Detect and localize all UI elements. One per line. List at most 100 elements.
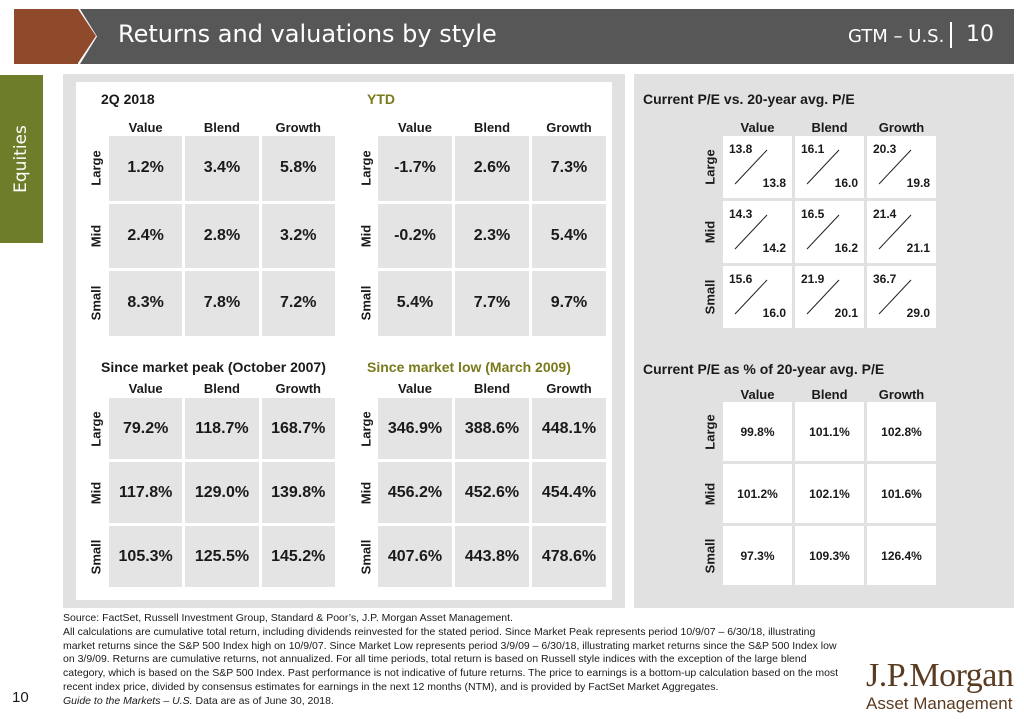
col-header-blend: Blend <box>203 120 240 135</box>
pe-average-value: 20.1 <box>834 306 858 320</box>
return-cell-peak-small-growth: 145.2% <box>261 526 335 587</box>
pe-pct-cell-small-value: 97.3% <box>723 526 792 585</box>
return-cell-low-mid-value: 456.2% <box>378 462 452 523</box>
row-header-mid: Mid <box>358 481 374 504</box>
pe-cell-large-growth: 20.3 19.8 <box>867 136 936 198</box>
col-header-blend: Blend <box>203 381 240 396</box>
pe-diagonal-stroke <box>734 149 768 185</box>
pe-cell-small-growth: 36.7 29.0 <box>867 266 936 328</box>
pe-cell-mid-value: 14.3 14.2 <box>723 201 792 263</box>
source-notes: Source: FactSet, Russell Investment Grou… <box>63 612 843 709</box>
pe-pct-row-header-small: Small <box>702 538 718 573</box>
return-cell-peak-mid-value: 117.8% <box>109 462 183 523</box>
pe-col-header-blend: Blend <box>811 120 848 135</box>
return-cell-ytd-mid-value: -0.2% <box>378 203 452 268</box>
guide-title: Guide to the Markets – U.S. <box>63 694 193 707</box>
pe-pct-cell-large-growth: 102.8% <box>867 402 936 461</box>
section-tab <box>0 75 43 243</box>
row-header-large: Large <box>358 410 374 447</box>
return-cell-q2-small-growth: 7.2% <box>261 271 335 336</box>
pe-average-value: 29.0 <box>906 306 930 320</box>
return-cell-q2-small-value: 8.3% <box>109 271 183 336</box>
pe-diagonal-stroke <box>878 149 912 185</box>
return-cell-q2-large-blend: 3.4% <box>185 136 259 201</box>
col-header-blend: Blend <box>473 381 511 396</box>
pe-current-value: 36.7 <box>873 272 897 286</box>
header-code: GTM – U.S. <box>848 26 945 47</box>
pe-row-header-mid: Mid <box>702 220 718 244</box>
col-header-growth: Growth <box>275 120 321 135</box>
pe-average-value: 16.0 <box>762 306 786 320</box>
col-header-value: Value <box>398 120 432 135</box>
col-header-value: Value <box>128 120 163 135</box>
pe-current-value: 16.5 <box>801 207 825 221</box>
row-header-large: Large <box>88 150 104 186</box>
return-cell-q2-mid-blend: 2.8% <box>185 203 259 268</box>
pe-cell-large-blend: 16.1 16.0 <box>795 136 864 198</box>
pe-diagonal-line <box>878 279 912 315</box>
pe-diagonal-stroke <box>878 214 912 250</box>
row-header-small: Small <box>88 285 104 321</box>
pe-pct-cell-mid-value: 101.2% <box>723 464 792 523</box>
pe-pct-cell-large-value: 99.8% <box>723 402 792 461</box>
pe-diagonal-line <box>734 149 768 185</box>
pe-current-value: 20.3 <box>873 142 897 156</box>
pe-current-value: 13.8 <box>729 142 753 156</box>
pe-diagonal-stroke <box>734 279 768 315</box>
pe-pct-cell-mid-blend: 102.1% <box>795 464 864 523</box>
col-header-growth: Growth <box>275 381 321 396</box>
pe-diagonal-line <box>878 149 912 185</box>
pe-diagonal-line <box>806 279 840 315</box>
return-cell-low-small-value: 407.6% <box>378 526 452 587</box>
pe-diagonal-line <box>806 214 840 250</box>
return-cell-q2-mid-growth: 3.2% <box>261 203 335 268</box>
col-header-blend: Blend <box>473 120 511 135</box>
col-header-value: Value <box>128 381 163 396</box>
section-tab-label: Equities <box>11 125 31 193</box>
pe-pct-cell-small-blend: 109.3% <box>795 526 864 585</box>
row-header-small: Small <box>88 539 104 574</box>
return-cell-peak-small-blend: 125.5% <box>185 526 259 587</box>
pe-row-header-large: Large <box>702 149 718 185</box>
return-cell-low-small-blend: 443.8% <box>455 526 529 587</box>
header-accent-block <box>14 9 78 64</box>
row-header-mid: Mid <box>88 224 104 247</box>
return-cell-ytd-large-growth: 7.3% <box>532 136 606 201</box>
pe-average-value: 13.8 <box>762 176 786 190</box>
return-cell-peak-large-blend: 118.7% <box>185 398 259 459</box>
col-header-growth: Growth <box>546 120 592 135</box>
pe-current-value: 14.3 <box>729 207 753 221</box>
pe-diagonal-stroke <box>806 149 840 185</box>
return-cell-low-mid-blend: 452.6% <box>455 462 529 523</box>
pe-average-value: 21.1 <box>906 241 930 255</box>
return-cell-peak-mid-blend: 129.0% <box>185 462 259 523</box>
return-cell-low-large-value: 346.9% <box>378 398 452 459</box>
pe-current-value: 21.4 <box>873 207 897 221</box>
jpmorgan-logo: J.P.Morgan <box>866 657 1014 694</box>
return-cell-low-mid-growth: 454.4% <box>532 462 606 523</box>
pe-diagonal-stroke <box>734 214 768 250</box>
pe-cell-mid-blend: 16.5 16.2 <box>795 201 864 263</box>
pe-pct-col-header-value: Value <box>740 387 775 402</box>
return-cell-low-large-blend: 388.6% <box>455 398 529 459</box>
pe-diagonal-stroke <box>878 279 912 315</box>
pe-current-value: 15.6 <box>729 272 753 286</box>
row-header-large: Large <box>358 150 374 186</box>
col-header-growth: Growth <box>546 381 592 396</box>
return-cell-ytd-small-value: 5.4% <box>378 271 452 336</box>
methodology-note: All calculations are cumulative total re… <box>63 625 839 693</box>
grid-title-ytd: YTD <box>367 91 395 107</box>
footer-page-number: 10 <box>12 689 29 706</box>
pe-diagonal-stroke <box>806 214 840 250</box>
pe-diagonal-line <box>734 279 768 315</box>
pe-diagonal-stroke <box>806 279 840 315</box>
return-cell-ytd-large-value: -1.7% <box>378 136 452 201</box>
pe-col-header-value: Value <box>740 120 775 135</box>
pe-current-value: 16.1 <box>801 142 825 156</box>
pe-cell-mid-growth: 21.4 21.1 <box>867 201 936 263</box>
row-header-mid: Mid <box>358 224 374 247</box>
pe-pct-title: Current P/E as % of 20-year avg. P/E <box>643 361 885 377</box>
pe-average-value: 19.8 <box>906 176 930 190</box>
pe-title: Current P/E vs. 20-year avg. P/E <box>643 91 855 107</box>
logo-subtitle: Asset Management <box>866 694 1013 713</box>
